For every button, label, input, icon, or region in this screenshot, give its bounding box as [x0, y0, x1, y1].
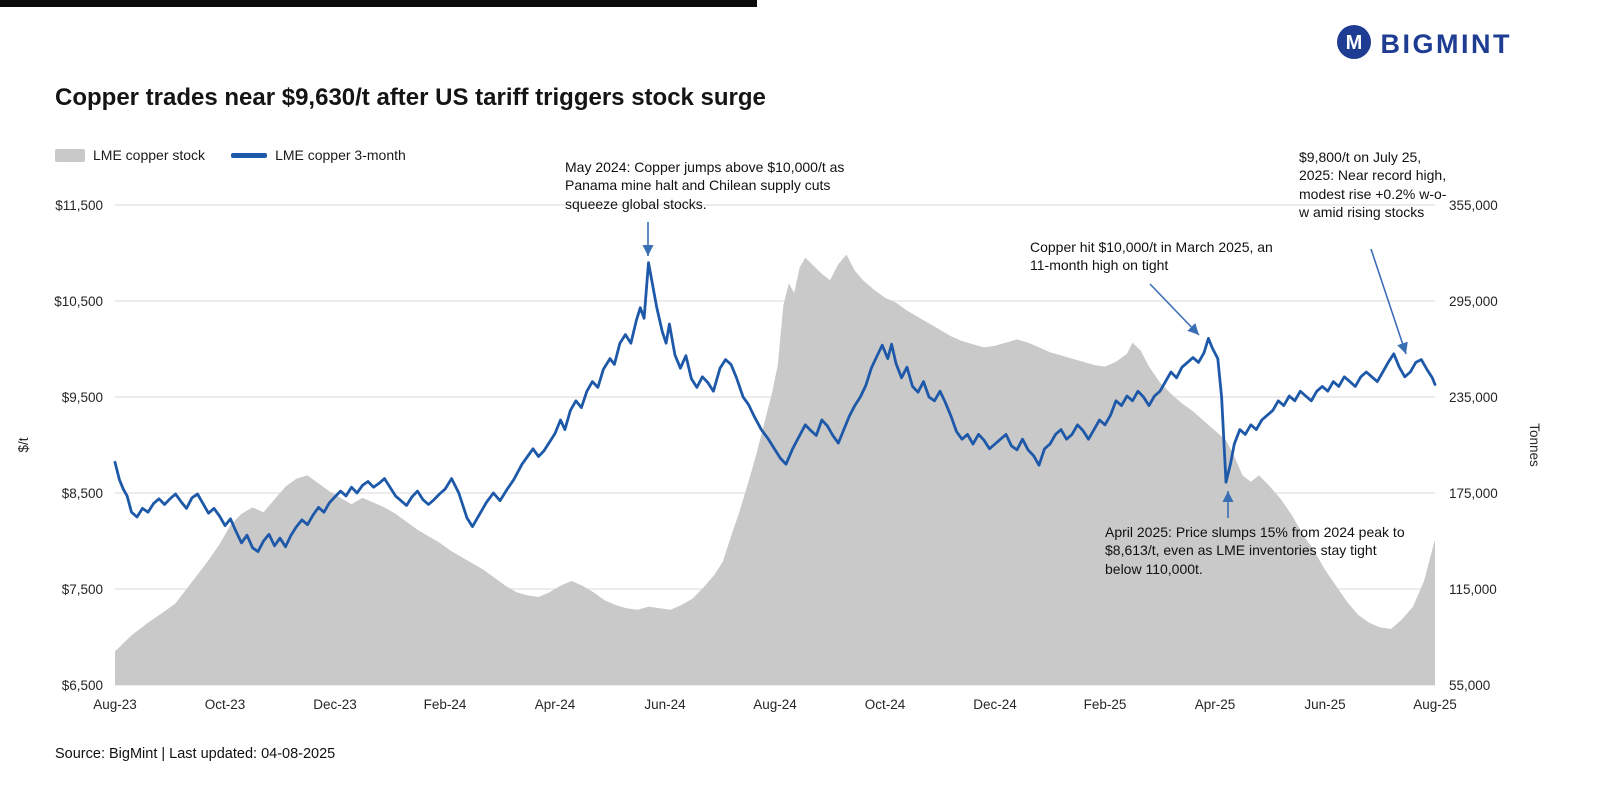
svg-text:Feb-25: Feb-25: [1084, 697, 1127, 712]
svg-text:$11,500: $11,500: [55, 198, 103, 213]
annotation-may-2024: May 2024: Copper jumps above $10,000/t a…: [565, 159, 845, 212]
svg-text:295,000: 295,000: [1449, 294, 1498, 309]
svg-text:Oct-23: Oct-23: [205, 697, 246, 712]
svg-text:Dec-23: Dec-23: [313, 697, 357, 712]
annotation-april-2025: April 2025: Price slumps 15% from 2024 p…: [1105, 524, 1405, 577]
stock-swatch: [55, 148, 85, 162]
bigmint-logo-text: BIGMINT: [1380, 29, 1512, 59]
annotation-july-2025: $9,800/t on July 25, 2025: Near record h…: [1299, 149, 1447, 221]
svg-text:Dec-24: Dec-24: [973, 697, 1017, 712]
svg-text:Feb-24: Feb-24: [424, 697, 467, 712]
svg-text:Aug-23: Aug-23: [93, 697, 137, 712]
svg-text:$9,500: $9,500: [62, 390, 103, 405]
svg-text:$7,500: $7,500: [62, 582, 103, 597]
svg-text:$8,500: $8,500: [62, 486, 103, 501]
top-strip: [0, 0, 757, 7]
svg-text:$/t: $/t: [16, 437, 31, 452]
legend-item-price: LME copper 3-month: [231, 147, 406, 163]
chart-title: Copper trades near $9,630/t after US tar…: [55, 84, 766, 111]
svg-text:Aug-24: Aug-24: [753, 697, 797, 712]
svg-text:355,000: 355,000: [1449, 198, 1498, 213]
svg-text:115,000: 115,000: [1449, 582, 1497, 597]
svg-text:Apr-25: Apr-25: [1195, 697, 1236, 712]
svg-text:235,000: 235,000: [1449, 390, 1498, 405]
svg-text:M: M: [1345, 32, 1362, 54]
bigmint-logo: M BIGMINT: [1336, 24, 1513, 65]
svg-text:$6,500: $6,500: [62, 678, 103, 693]
svg-text:55,000: 55,000: [1449, 678, 1490, 693]
svg-text:Tonnes: Tonnes: [1527, 423, 1542, 467]
source-note: Source: BigMint | Last updated: 04-08-20…: [55, 746, 336, 762]
svg-text:175,000: 175,000: [1449, 486, 1498, 501]
svg-text:$10,500: $10,500: [54, 294, 103, 309]
svg-text:Aug-25: Aug-25: [1413, 697, 1457, 712]
legend-label-price: LME copper 3-month: [275, 147, 406, 163]
svg-text:Jun-25: Jun-25: [1304, 697, 1345, 712]
annotation-march-2025: Copper hit $10,000/t in March 2025, an 1…: [1030, 239, 1273, 274]
legend-item-stock: LME copper stock: [55, 147, 205, 163]
svg-text:Jun-24: Jun-24: [644, 697, 686, 712]
legend-label-stock: LME copper stock: [93, 147, 206, 163]
bigmint-logo-icon: M: [1336, 24, 1372, 65]
svg-text:Oct-24: Oct-24: [865, 697, 906, 712]
price-swatch: [231, 152, 268, 158]
svg-text:Apr-24: Apr-24: [535, 697, 576, 712]
legend: LME copper stock LME copper 3-month: [55, 147, 406, 163]
